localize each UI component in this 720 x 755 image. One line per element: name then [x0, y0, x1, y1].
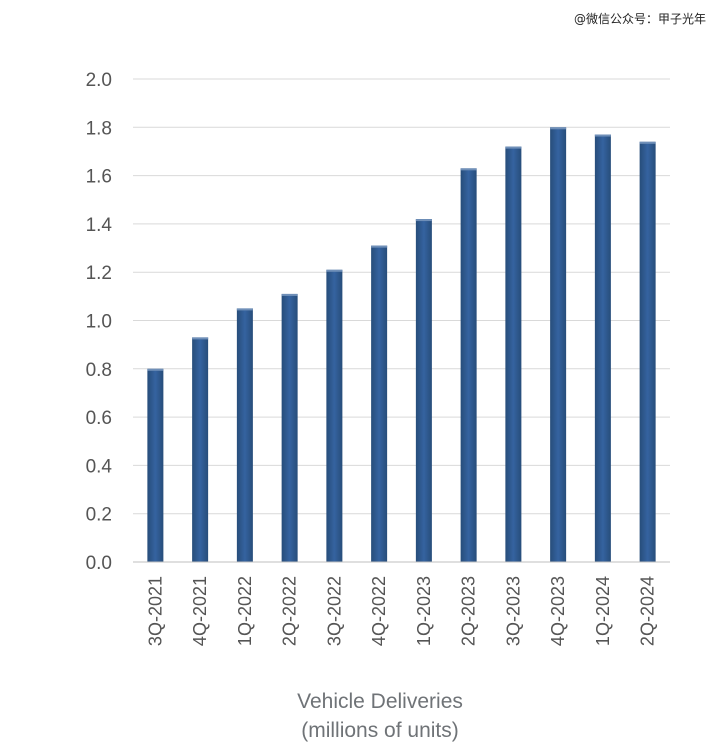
bar-cap [371, 245, 388, 248]
x-category-label: 2Q-2023 [459, 576, 479, 646]
watermark: @微信公众号：甲子光年 [573, 12, 706, 26]
bar-cap [236, 308, 253, 311]
bar-cap [281, 293, 298, 296]
x-axis-title-line2: (millions of units) [301, 719, 459, 742]
y-tick-label: 1.6 [86, 167, 112, 188]
x-category-label: 2Q-2022 [280, 576, 300, 646]
x-category-label: 4Q-2021 [190, 576, 210, 646]
x-category-label: 4Q-2022 [369, 576, 389, 646]
bar-2Q-2023 [460, 168, 477, 563]
x-category-label: 4Q-2023 [548, 576, 568, 646]
y-tick-label: 1.0 [86, 312, 112, 333]
y-tick-label: 1.2 [86, 263, 112, 284]
y-tick-label: 0.4 [86, 456, 113, 477]
bar-cap [550, 127, 567, 130]
y-tick-label: 1.4 [86, 215, 113, 236]
bar-cap [639, 141, 656, 144]
bar-1Q-2022 [236, 308, 253, 562]
bar-2Q-2022 [281, 293, 298, 562]
y-tick-label: 2.0 [86, 70, 112, 91]
x-axis-title-line1: Vehicle Deliveries [297, 690, 463, 713]
x-category-label: 1Q-2024 [593, 576, 613, 646]
y-tick-label: 0.8 [86, 360, 112, 381]
bar-3Q-2021 [147, 368, 164, 562]
y-tick-label: 0.6 [86, 408, 112, 429]
bar-4Q-2021 [192, 337, 209, 562]
bar-4Q-2022 [371, 245, 388, 562]
bar-1Q-2023 [415, 219, 432, 562]
bars [147, 127, 656, 563]
bar-4Q-2023 [550, 127, 567, 563]
bar-cap [594, 134, 611, 137]
y-axis-ticks: 0.0 0.2 0.4 0.6 0.8 1.0 1.2 1.4 1.6 1.8 2.0 [86, 70, 113, 574]
x-axis-categories: 3Q-2021 4Q-2021 1Q-2022 2Q-2022 3Q-2022 4Q-20… [145, 576, 657, 646]
bar-cap [192, 337, 209, 340]
x-category-label: 2Q-2024 [638, 576, 658, 646]
bar-cap [460, 168, 477, 171]
bar-3Q-2022 [326, 269, 343, 562]
gridlines [133, 78, 670, 515]
y-tick-label: 0.0 [86, 553, 112, 574]
bar-3Q-2023 [505, 146, 522, 562]
bar-cap [505, 146, 522, 149]
x-category-label: 3Q-2022 [324, 576, 344, 646]
x-category-label: 3Q-2021 [145, 576, 165, 646]
bar-1Q-2024 [594, 134, 611, 563]
x-category-label: 1Q-2023 [414, 576, 434, 646]
bar-cap [147, 368, 164, 371]
bar-cap [326, 269, 343, 272]
y-tick-label: 1.8 [86, 118, 112, 139]
bar-2Q-2024 [639, 141, 656, 563]
bar-cap [415, 219, 432, 222]
x-category-label: 1Q-2022 [235, 576, 255, 646]
x-category-label: 3Q-2023 [503, 576, 523, 646]
y-tick-label: 0.2 [86, 505, 112, 526]
